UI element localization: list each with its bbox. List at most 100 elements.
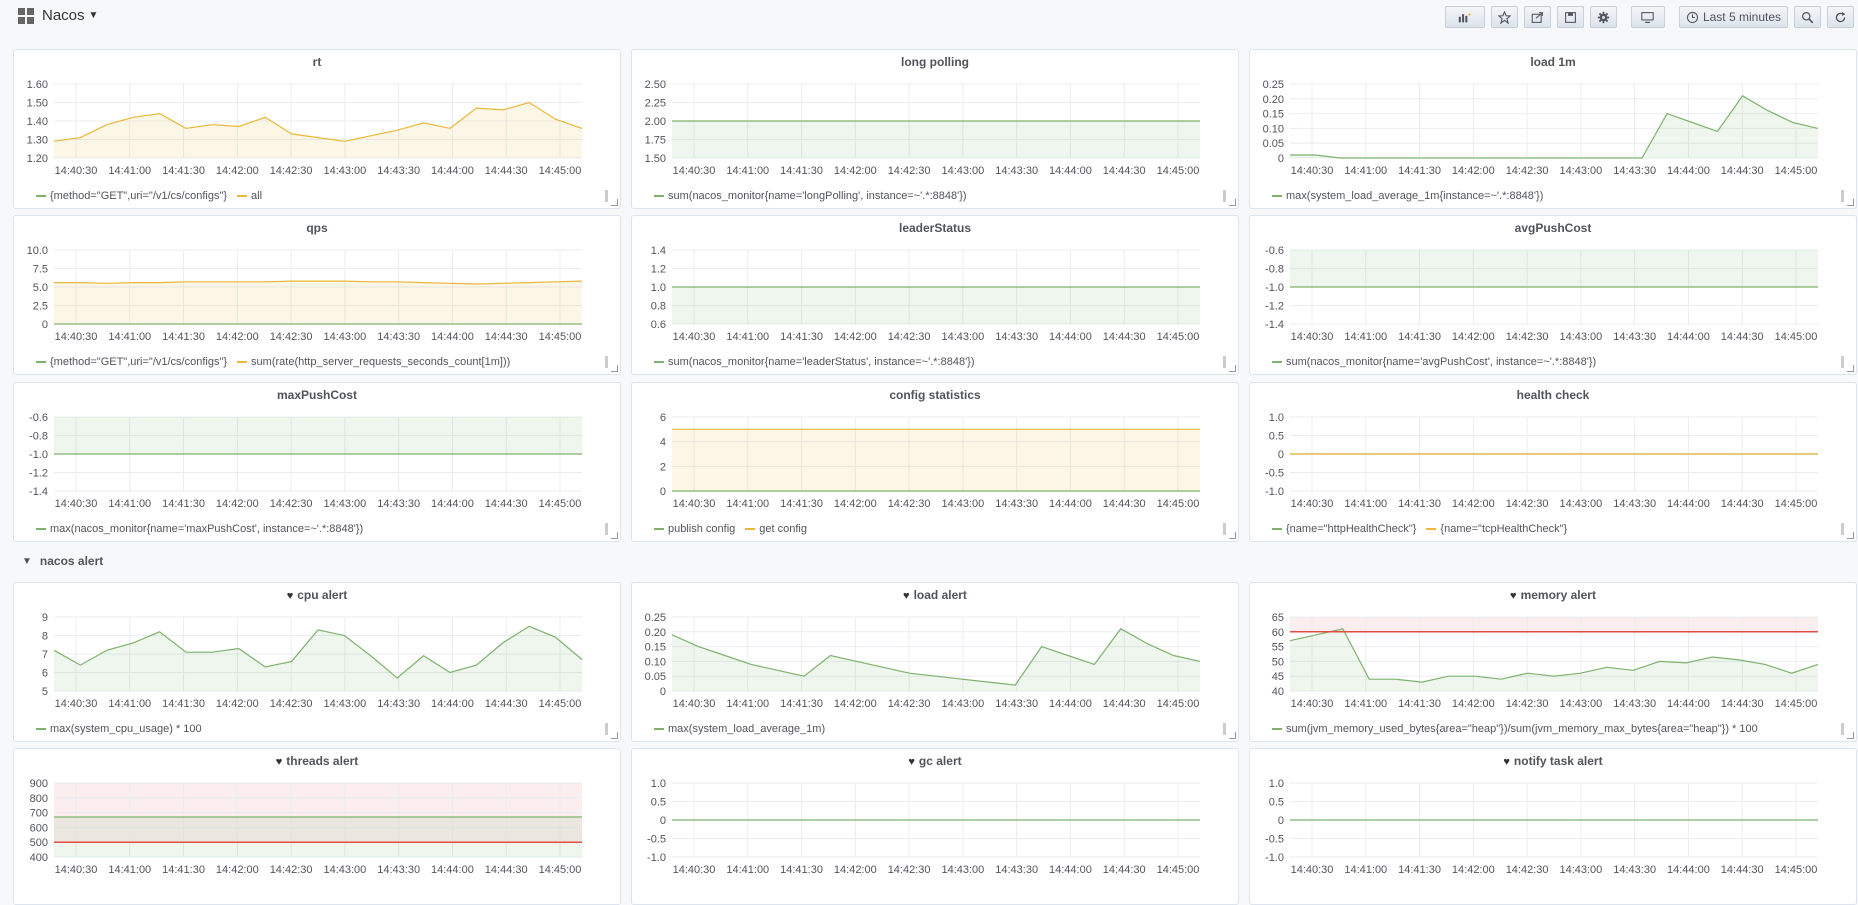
panel-title[interactable]: maxPushCost xyxy=(14,388,620,402)
legend-item[interactable]: {method="GET",uri="/v1/cs/configs"} xyxy=(36,356,227,368)
panel-leaderstatus[interactable]: leaderStatus 1.4 1.2 1.0 0.8 0.6 14:40:30 14:41… xyxy=(631,215,1239,375)
panel-title[interactable]: ♥ load alert xyxy=(632,588,1238,602)
x-tick-label: 14:42:30 xyxy=(888,498,931,510)
add-panel-button[interactable]: + xyxy=(1444,6,1485,28)
x-tick-label: 14:44:30 xyxy=(1103,864,1146,876)
panel-title[interactable]: ♥ gc alert xyxy=(632,754,1238,768)
panel-rt[interactable]: rt 1.60 1.50 1.40 1.30 1.20 14:40:30 14:41:00 14… xyxy=(13,49,621,209)
x-tick-label: 14:40:30 xyxy=(1291,498,1334,510)
panel-load-1m[interactable]: load 1m 0.25 0.20 0.15 0.10 0.05 0 14:40:30 14:4… xyxy=(1249,49,1857,209)
panel-qps[interactable]: qps 10.0 7.5 5.0 2.5 0 14:40:30 14:41:00 14:41:3… xyxy=(13,215,621,375)
legend-item[interactable]: max(system_load_average_1m{instance=~'.*… xyxy=(1272,190,1543,202)
row-header-nacos-alert[interactable]: ▼ nacos alert xyxy=(22,554,103,568)
x-tick-label: 14:45:00 xyxy=(539,864,582,876)
legend-scrollbar[interactable] xyxy=(605,190,608,202)
panel-load-alert[interactable]: ♥ load alert 0.25 0.20 0.15 0.10 0.05 0 14:40:30… xyxy=(631,582,1239,742)
x-tick-label: 14:42:30 xyxy=(270,698,313,710)
panel-cpu-alert[interactable]: ♥ cpu alert 9 8 7 6 5 14:40:30 14:41:00 14:41:30 1… xyxy=(13,582,621,742)
legend-item[interactable]: {method="GET",uri="/v1/cs/configs"} xyxy=(36,190,227,202)
panel-title-text: cpu alert xyxy=(297,588,348,602)
panel-title[interactable]: qps xyxy=(14,221,620,235)
panel-resize-handle[interactable] xyxy=(1847,365,1854,372)
panel-resize-handle[interactable] xyxy=(1847,199,1854,206)
panel-resize-handle[interactable] xyxy=(1229,732,1236,739)
legend-item[interactable]: sum(nacos_monitor{name='longPolling', in… xyxy=(654,190,967,202)
legend-scrollbar[interactable] xyxy=(605,523,608,535)
panel-title[interactable]: config statistics xyxy=(632,388,1238,402)
panel-title[interactable]: health check xyxy=(1250,388,1856,402)
x-tick-label: 14:41:30 xyxy=(1398,165,1441,177)
legend-item[interactable]: sum(jvm_memory_used_bytes{area="heap"})/… xyxy=(1272,723,1758,735)
panel-resize-handle[interactable] xyxy=(611,532,618,539)
legend-item[interactable]: {name="httpHealthCheck"} xyxy=(1272,523,1416,535)
panel-maxpushcost[interactable]: maxPushCost -0.6 -0.8 -1.0 -1.2 -1.4 14:40:30 1… xyxy=(13,382,621,542)
star-button[interactable] xyxy=(1490,6,1518,28)
panel-resize-handle[interactable] xyxy=(611,732,618,739)
y-tick-label: 7.5 xyxy=(33,264,48,276)
legend-item[interactable]: get config xyxy=(745,523,807,535)
panel-title[interactable]: rt xyxy=(14,55,620,69)
legend-item[interactable]: sum(rate(http_server_requests_seconds_co… xyxy=(237,356,510,368)
panel-resize-handle[interactable] xyxy=(1847,532,1854,539)
legend-scrollbar[interactable] xyxy=(1841,190,1844,202)
panel-resize-handle[interactable] xyxy=(1229,365,1236,372)
legend-scrollbar[interactable] xyxy=(605,723,608,735)
panel-avgpushcost[interactable]: avgPushCost -0.6 -0.8 -1.0 -1.2 -1.4 14:40:30 1… xyxy=(1249,215,1857,375)
legend-item[interactable]: max(system_cpu_usage) * 100 xyxy=(36,723,202,735)
legend-item[interactable]: max(system_load_average_1m) xyxy=(654,723,825,735)
panel-title[interactable]: avgPushCost xyxy=(1250,221,1856,235)
x-tick-label: 14:41:30 xyxy=(162,864,205,876)
panel-title[interactable]: ♥ threads alert xyxy=(14,754,620,768)
panel-title[interactable]: long polling xyxy=(632,55,1238,69)
panel-config-statistics[interactable]: config statistics 6 4 2 0 14:40:30 14:41:00 14:… xyxy=(631,382,1239,542)
dashboard-picker[interactable]: Nacos ▼ xyxy=(18,7,98,24)
panel-resize-handle[interactable] xyxy=(1229,532,1236,539)
x-tick-label: 14:41:30 xyxy=(780,864,823,876)
legend-scrollbar[interactable] xyxy=(1841,356,1844,368)
panel-title[interactable]: ♥ notify task alert xyxy=(1250,754,1856,768)
panel-title[interactable]: ♥ memory alert xyxy=(1250,588,1856,602)
panel-long-polling[interactable]: long polling 2.50 2.25 2.00 1.75 1.50 14:40:30… xyxy=(631,49,1239,209)
refresh-button[interactable] xyxy=(1827,6,1854,28)
legend-scrollbar[interactable] xyxy=(1223,523,1226,535)
panel-threads-alert[interactable]: ♥ threads alert 900 800 700 600 500 400 14:40:30… xyxy=(13,748,621,905)
panel-legend: max(nacos_monitor{name='maxPushCost', in… xyxy=(36,523,363,535)
x-tick-label: 14:43:30 xyxy=(995,498,1038,510)
legend-item[interactable]: sum(nacos_monitor{name='leaderStatus', i… xyxy=(654,356,975,368)
y-tick-label: 5.0 xyxy=(33,282,48,294)
legend-item[interactable]: sum(nacos_monitor{name='avgPushCost', in… xyxy=(1272,356,1596,368)
panel-title-text: avgPushCost xyxy=(1514,221,1592,235)
x-tick-label: 14:45:00 xyxy=(1157,165,1200,177)
time-range-picker[interactable]: Last 5 minutes xyxy=(1678,6,1788,28)
legend-scrollbar[interactable] xyxy=(1223,723,1226,735)
panel-resize-handle[interactable] xyxy=(1229,199,1236,206)
panel-title[interactable]: load 1m xyxy=(1250,55,1856,69)
panel-title[interactable]: leaderStatus xyxy=(632,221,1238,235)
legend-color-swatch xyxy=(745,528,756,530)
legend-item[interactable]: {name="tcpHealthCheck"} xyxy=(1426,523,1567,535)
panel-resize-handle[interactable] xyxy=(1847,732,1854,739)
x-tick-label: 14:44:00 xyxy=(1049,498,1092,510)
tv-mode-button[interactable] xyxy=(1630,6,1665,28)
panel-health-check[interactable]: health check 1.0 0.5 0 -0.5 -1.0 14:40:30 14:41… xyxy=(1249,382,1857,542)
zoom-out-button[interactable] xyxy=(1794,6,1821,28)
graph-canvas: 2.50 2.25 2.00 1.75 1.50 14:40:30 14:41:00 14:4… xyxy=(645,79,1200,177)
legend-item[interactable]: max(nacos_monitor{name='maxPushCost', in… xyxy=(36,523,363,535)
panel-resize-handle[interactable] xyxy=(611,199,618,206)
share-button[interactable] xyxy=(1523,6,1551,28)
legend-item[interactable]: publish config xyxy=(654,523,735,535)
panel-title[interactable]: ♥ cpu alert xyxy=(14,588,620,602)
panel-resize-handle[interactable] xyxy=(611,365,618,372)
x-tick-label: 14:40:30 xyxy=(55,864,98,876)
save-button[interactable] xyxy=(1556,6,1584,28)
legend-scrollbar[interactable] xyxy=(1841,723,1844,735)
panel-notify-task-alert[interactable]: ♥ notify task alert 1.0 0.5 0 -0.5 -1.0 14:40:3… xyxy=(1249,748,1857,905)
legend-scrollbar[interactable] xyxy=(1841,523,1844,535)
legend-scrollbar[interactable] xyxy=(1223,190,1226,202)
panel-gc-alert[interactable]: ♥ gc alert 1.0 0.5 0 -0.5 -1.0 14:40:30 14:41:00… xyxy=(631,748,1239,905)
legend-scrollbar[interactable] xyxy=(1223,356,1226,368)
panel-memory-alert[interactable]: ♥ memory alert 65 60 55 50 45 40 14:40:30 14:41:0… xyxy=(1249,582,1857,742)
settings-button[interactable] xyxy=(1589,6,1617,28)
legend-scrollbar[interactable] xyxy=(605,356,608,368)
legend-item[interactable]: all xyxy=(237,190,262,202)
